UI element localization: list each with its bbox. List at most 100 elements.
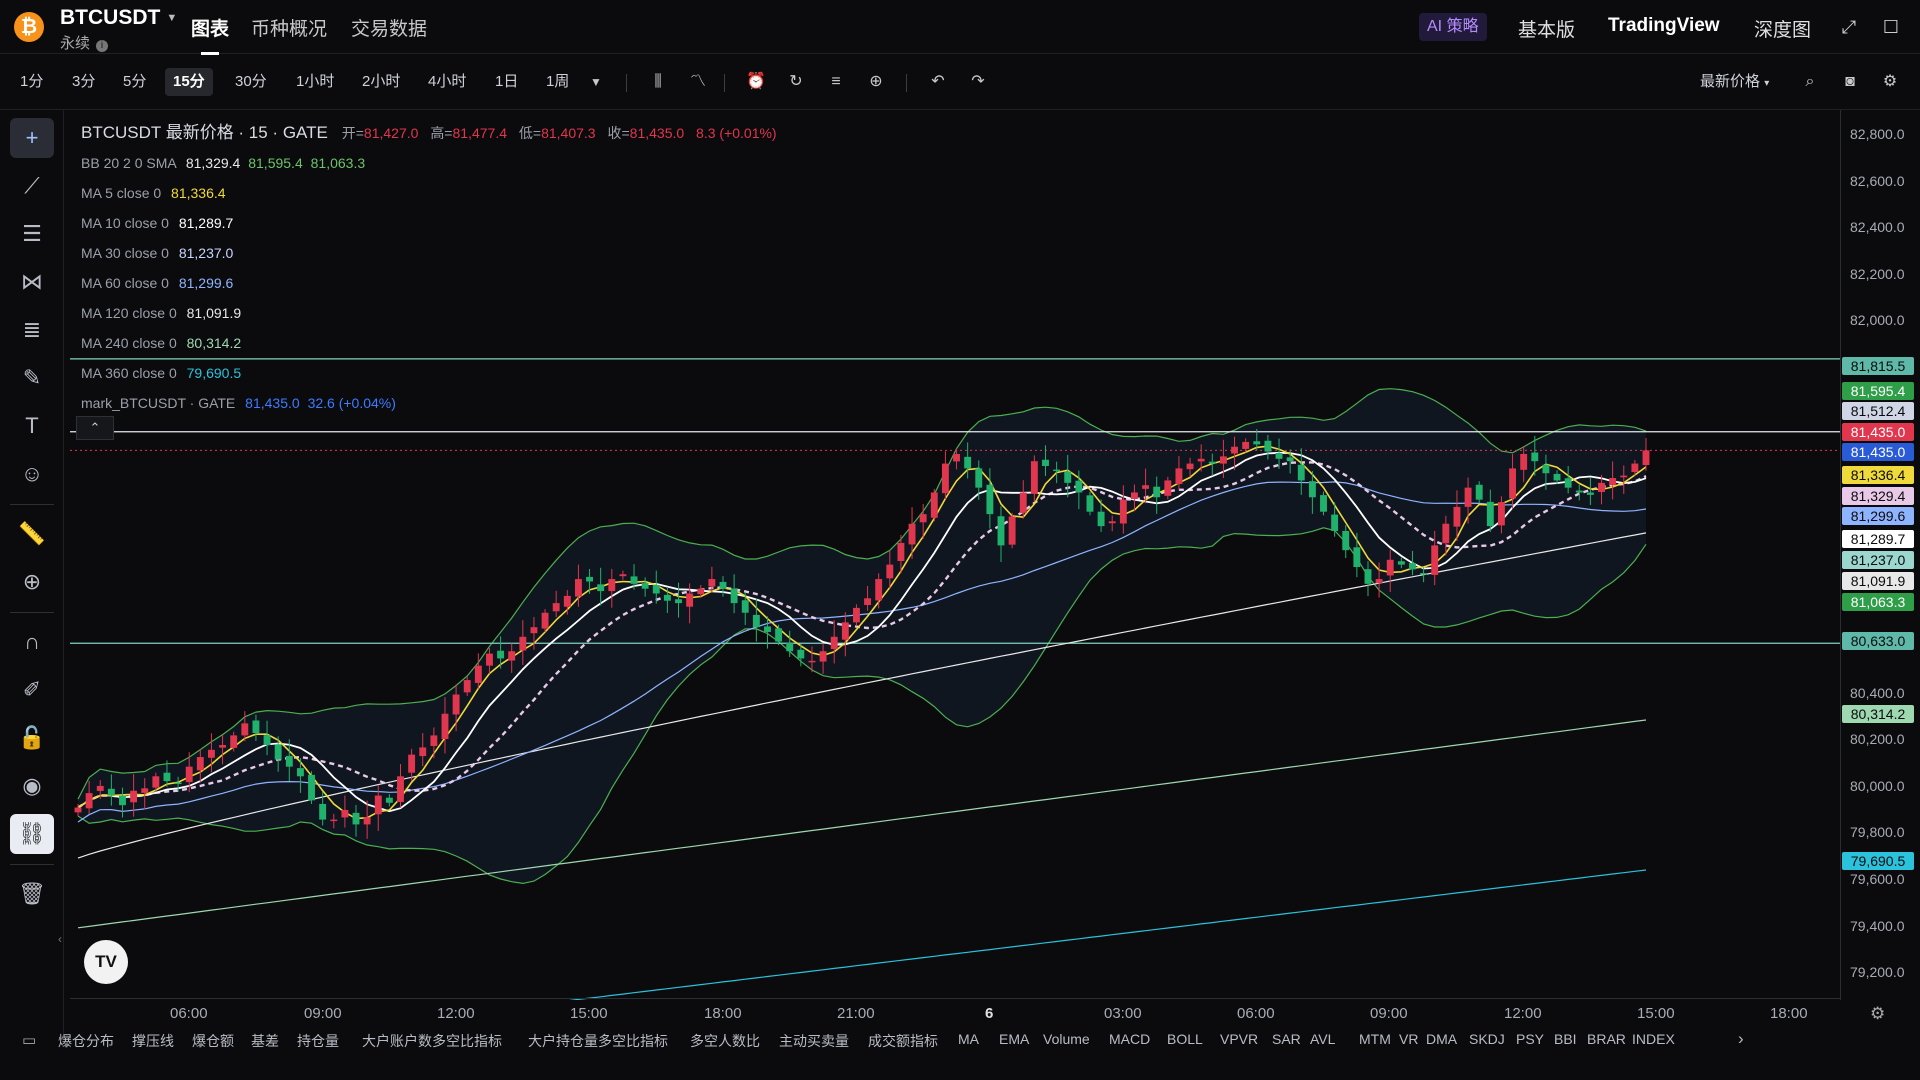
tf-1d[interactable]: 1日: [495, 73, 519, 90]
ai-strategy-button[interactable]: AI 策略: [1419, 13, 1487, 41]
legend-ma360[interactable]: MA 360 close 0 79,690.5: [81, 358, 777, 388]
legend-bb[interactable]: BB 20 2 0 SMA 81,329.4 81,595.4 81,063.3: [81, 148, 777, 178]
indicators-icon[interactable]: 〽: [689, 73, 706, 90]
tf-4h[interactable]: 4小时: [428, 73, 467, 90]
eye-icon[interactable]: ◉: [22, 773, 42, 798]
legend-ma5[interactable]: MA 5 close 0 81,336.4: [81, 178, 777, 208]
zoom-in-icon[interactable]: ⊕: [22, 569, 42, 594]
symbol-selector[interactable]: BTCUSDT ▼: [60, 6, 177, 30]
templates-icon[interactable]: ≡: [831, 73, 841, 90]
collapse-left-icon[interactable]: ‹: [58, 932, 62, 946]
indicator-tab[interactable]: DMA: [1426, 1031, 1458, 1047]
tf-1h[interactable]: 1小时: [296, 73, 335, 90]
tf-1w[interactable]: 1周: [546, 73, 570, 90]
indicator-tab[interactable]: 主动买卖量: [779, 1033, 849, 1049]
legend-mark-price[interactable]: mark_BTCUSDT · GATE 81,435.0 32.6 (+0.04…: [81, 388, 777, 418]
alert-icon[interactable]: ⏰: [746, 73, 766, 90]
indicator-tab[interactable]: AVL: [1310, 1031, 1336, 1047]
indicator-tab[interactable]: 持仓量: [297, 1033, 339, 1049]
indicator-tab[interactable]: MTM: [1359, 1031, 1391, 1047]
undo-icon[interactable]: ↶: [931, 73, 945, 90]
brush-icon[interactable]: ✎: [22, 365, 42, 390]
candle-body: [1242, 441, 1250, 449]
chevron-right-icon[interactable]: ›: [1738, 1029, 1744, 1048]
indicator-tab[interactable]: BOLL: [1167, 1031, 1203, 1047]
legend-ma120[interactable]: MA 120 close 0 81,091.9: [81, 298, 777, 328]
expand-icon[interactable]: ⤢: [1841, 17, 1857, 37]
tab-trading-data[interactable]: 交易数据: [351, 19, 428, 40]
legend-ma30[interactable]: MA 30 close 0 81,237.0: [81, 238, 777, 268]
indicator-tab[interactable]: EMA: [999, 1031, 1030, 1047]
tradingview-link[interactable]: TradingView: [1608, 15, 1720, 36]
indicator-tab[interactable]: 多空人数比: [690, 1033, 760, 1049]
indicator-tab[interactable]: VPVR: [1220, 1031, 1259, 1047]
indicator-tab[interactable]: INDEX: [1632, 1031, 1675, 1047]
indicator-tab[interactable]: 爆仓分布: [58, 1033, 114, 1049]
lock-icon[interactable]: 🔓: [18, 725, 46, 750]
text-icon[interactable]: T: [25, 413, 39, 438]
legend-ma60[interactable]: MA 60 close 0 81,299.6: [81, 268, 777, 298]
calendar-icon[interactable]: ▭: [22, 1032, 37, 1049]
horizontal-lines-icon[interactable]: ☰: [22, 221, 42, 246]
depth-chart-link[interactable]: 深度图: [1754, 20, 1812, 41]
trash-icon[interactable]: 🗑: [18, 881, 46, 906]
price-type-select[interactable]: 最新价格 ▾: [1700, 70, 1769, 91]
search-icon[interactable]: ⌕: [1805, 73, 1815, 90]
fib-icon[interactable]: ≣: [22, 317, 42, 342]
candle-type-icon[interactable]: ⫼: [654, 73, 662, 90]
price-chart[interactable]: [70, 110, 1840, 1000]
indicator-tab[interactable]: MA: [958, 1031, 979, 1047]
indicator-tab[interactable]: VR: [1399, 1031, 1419, 1047]
candle-body: [1320, 495, 1327, 512]
magnet-icon[interactable]: ∩: [24, 629, 40, 654]
tf-3m[interactable]: 3分: [72, 73, 96, 90]
candle-body: [141, 788, 149, 793]
indicator-tab[interactable]: BRAR: [1587, 1031, 1626, 1047]
indicator-tab[interactable]: 爆仓额: [192, 1033, 234, 1049]
indicator-tab[interactable]: PSY: [1516, 1031, 1545, 1047]
indicator-bar: ▭ 爆仓分布 撑压线 爆仓额 基差 持仓量 大户账户数多空比指标 大户持仓量多空比指标 多空人…: [0, 1026, 1920, 1056]
candle-body: [1431, 545, 1439, 575]
info-icon[interactable]: i: [96, 40, 109, 52]
indicator-tab[interactable]: SAR: [1272, 1031, 1301, 1047]
candle-body: [775, 628, 783, 642]
timeframe-dropdown-icon[interactable]: ▼: [590, 75, 602, 89]
tf-15m[interactable]: 15分: [165, 68, 213, 96]
pattern-icon[interactable]: ⋈: [21, 269, 43, 294]
indicator-tab[interactable]: 撑压线: [132, 1033, 174, 1049]
indicator-tab[interactable]: 大户持仓量多空比指标: [528, 1033, 668, 1049]
tf-2h[interactable]: 2小时: [362, 73, 401, 90]
indicator-tab[interactable]: SKDJ: [1469, 1031, 1505, 1047]
candle-body: [1375, 579, 1383, 584]
legend-ma10[interactable]: MA 10 close 0 81,289.7: [81, 208, 777, 238]
indicator-tab[interactable]: MACD: [1109, 1031, 1151, 1047]
redo-icon[interactable]: ↷: [971, 73, 985, 90]
lock-drawing-icon[interactable]: ✐: [22, 677, 42, 702]
crosshair-icon[interactable]: +: [10, 118, 54, 158]
tradingview-logo[interactable]: TV: [84, 940, 128, 984]
emoji-icon[interactable]: ☺: [20, 461, 44, 486]
chart-settings-icon[interactable]: ⚙: [1870, 1004, 1886, 1023]
gear-icon[interactable]: ⚙: [1882, 73, 1898, 90]
legend-ma240[interactable]: MA 240 close 0 80,314.2: [81, 328, 777, 358]
trend-line-icon[interactable]: ⟋: [24, 173, 40, 198]
link-icon[interactable]: ⛓: [10, 814, 54, 854]
ruler-icon[interactable]: 📏: [18, 521, 46, 546]
tab-coin-overview[interactable]: 币种概况: [251, 19, 328, 40]
replay-icon[interactable]: ↻: [789, 73, 803, 90]
indicator-tab[interactable]: BBI: [1554, 1031, 1577, 1047]
tab-chart[interactable]: 图表: [191, 14, 229, 55]
tf-1m[interactable]: 1分: [20, 73, 44, 90]
window-icon[interactable]: ☐: [1882, 17, 1900, 37]
tf-30m[interactable]: 30分: [235, 73, 267, 90]
basic-view-link[interactable]: 基本版: [1518, 20, 1576, 41]
tf-5m[interactable]: 5分: [123, 73, 147, 90]
indicator-tab[interactable]: 大户账户数多空比指标: [362, 1033, 502, 1049]
indicator-tab[interactable]: 基差: [251, 1033, 279, 1049]
add-icon[interactable]: ⊕: [869, 73, 883, 90]
indicator-tab[interactable]: Volume: [1043, 1031, 1090, 1047]
indicator-tab[interactable]: 成交额指标: [868, 1033, 938, 1049]
collapse-legend-button[interactable]: ⌃: [76, 416, 114, 440]
camera-icon[interactable]: ◙: [1845, 73, 1855, 90]
ma-value: 79,690.5: [186, 365, 242, 381]
